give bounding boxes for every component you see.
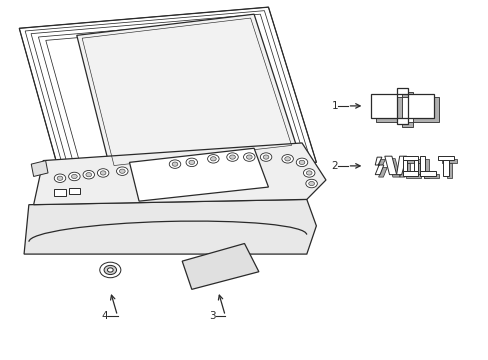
Polygon shape xyxy=(423,174,438,178)
Circle shape xyxy=(107,268,113,272)
Polygon shape xyxy=(405,159,421,163)
Circle shape xyxy=(68,172,80,181)
Circle shape xyxy=(305,171,311,175)
Circle shape xyxy=(104,265,116,275)
Polygon shape xyxy=(378,159,386,177)
Circle shape xyxy=(260,153,271,161)
Circle shape xyxy=(100,262,121,278)
Polygon shape xyxy=(375,97,401,122)
Polygon shape xyxy=(437,156,453,161)
Circle shape xyxy=(100,171,106,175)
Polygon shape xyxy=(405,163,409,174)
Circle shape xyxy=(299,160,304,165)
Circle shape xyxy=(83,171,94,179)
Circle shape xyxy=(188,160,194,165)
Polygon shape xyxy=(446,163,451,178)
Polygon shape xyxy=(399,159,409,177)
Polygon shape xyxy=(416,163,421,174)
Polygon shape xyxy=(401,122,412,127)
FancyBboxPatch shape xyxy=(54,189,65,195)
Polygon shape xyxy=(34,143,325,205)
Polygon shape xyxy=(441,159,456,163)
Polygon shape xyxy=(24,199,316,254)
Polygon shape xyxy=(387,159,399,177)
Circle shape xyxy=(305,179,317,188)
Circle shape xyxy=(119,169,125,173)
Text: 2: 2 xyxy=(331,161,337,171)
Polygon shape xyxy=(423,159,428,178)
Text: 4: 4 xyxy=(101,311,108,321)
Circle shape xyxy=(246,155,252,159)
Polygon shape xyxy=(77,14,297,170)
Circle shape xyxy=(243,153,255,161)
Polygon shape xyxy=(420,171,435,176)
Circle shape xyxy=(169,160,181,168)
Text: 3: 3 xyxy=(209,311,215,321)
Circle shape xyxy=(263,155,268,159)
Circle shape xyxy=(185,158,197,167)
Polygon shape xyxy=(405,174,421,178)
Polygon shape xyxy=(407,94,433,118)
Polygon shape xyxy=(401,92,412,97)
Circle shape xyxy=(71,174,77,179)
Circle shape xyxy=(54,174,65,183)
Polygon shape xyxy=(384,156,396,175)
Polygon shape xyxy=(420,156,425,176)
Circle shape xyxy=(207,154,219,163)
Circle shape xyxy=(86,172,91,177)
Polygon shape xyxy=(402,171,417,176)
Polygon shape xyxy=(402,161,406,171)
Polygon shape xyxy=(371,94,396,118)
Polygon shape xyxy=(396,88,407,94)
Polygon shape xyxy=(182,243,258,289)
Circle shape xyxy=(281,154,293,163)
Polygon shape xyxy=(31,161,48,176)
Polygon shape xyxy=(374,157,383,175)
Circle shape xyxy=(97,169,109,177)
Circle shape xyxy=(116,167,128,175)
FancyBboxPatch shape xyxy=(68,188,80,194)
Circle shape xyxy=(210,157,216,161)
Circle shape xyxy=(172,162,178,166)
Circle shape xyxy=(308,181,314,186)
Polygon shape xyxy=(396,156,406,175)
Polygon shape xyxy=(442,161,448,176)
Circle shape xyxy=(229,155,235,159)
Circle shape xyxy=(226,153,238,161)
Polygon shape xyxy=(402,156,417,161)
Polygon shape xyxy=(396,118,407,123)
Circle shape xyxy=(284,157,290,161)
Circle shape xyxy=(303,169,314,177)
Polygon shape xyxy=(19,7,316,184)
Text: 1: 1 xyxy=(331,101,337,111)
Circle shape xyxy=(57,176,63,180)
Polygon shape xyxy=(129,148,268,201)
Circle shape xyxy=(296,158,307,167)
Polygon shape xyxy=(412,97,438,122)
Polygon shape xyxy=(413,161,417,171)
